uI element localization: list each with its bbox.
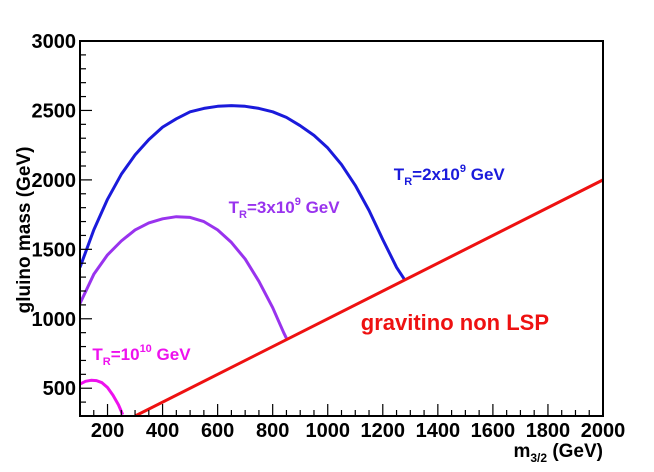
tick-labels: 200 400 600 800 1000 1200 1400 1600 1800 2000 500 1… [32, 31, 626, 442]
annotation-base: T [229, 198, 240, 217]
series-layer [80, 104, 603, 416]
x-tick-label: 2000 [581, 420, 626, 442]
annotation-sup: 9 [295, 196, 301, 208]
series-line-tr3e9 [80, 215, 288, 339]
annotation-tr2e9: TR=2x109 GeV [394, 163, 506, 188]
annotation-sup: 9 [460, 163, 466, 175]
annotation-base: T [394, 165, 405, 184]
x-tick-label: 400 [146, 420, 179, 442]
y-tick-label: 500 [43, 378, 76, 400]
annotation-sup: 10 [140, 343, 152, 355]
y-tick-label: 2500 [32, 100, 77, 122]
annotation-tr1e10: TR=1010 GeV [92, 343, 191, 368]
x-tick-label: 1600 [471, 420, 516, 442]
x-tick-label: 1800 [526, 420, 571, 442]
x-tick-label: 200 [91, 420, 124, 442]
y-tick-label: 1500 [32, 239, 77, 261]
x-axis-title-sub: 3/2 [530, 451, 547, 465]
annotation-sub: R [103, 356, 111, 368]
x-tick-label: 1000 [305, 420, 350, 442]
annotation-sub: R [404, 176, 412, 188]
annotation-base: T [92, 345, 103, 364]
annotation-tail: GeV [152, 345, 191, 364]
y-axis-title: gluino mass (GeV) [14, 147, 35, 314]
ticks-layer [79, 40, 604, 417]
y-tick-label: 2000 [32, 170, 77, 192]
y-tick-label: 1000 [32, 309, 77, 331]
x-tick-label: 1200 [361, 420, 406, 442]
annotation-tail: GeV [301, 198, 340, 217]
series-line-non-lsp [134, 178, 603, 416]
x-tick-label: 1400 [416, 420, 461, 442]
x-axis-title-tail: (GeV) [547, 441, 603, 462]
annotation-mid: =10 [111, 345, 140, 364]
x-tick-label: 600 [201, 420, 234, 442]
x-axis-title: m3/2 (GeV) [513, 441, 603, 465]
annotation-mid: =3x10 [247, 198, 295, 217]
y-tick-label: 3000 [32, 31, 77, 53]
annotation-tr3e9: TR=3x109 GeV [229, 196, 341, 221]
annotation-mid: =2x10 [412, 165, 460, 184]
series-line-tr1e10 [80, 378, 125, 416]
annotation-sub: R [239, 209, 247, 221]
x-axis-title-base: m [513, 441, 530, 462]
annotation-non-lsp: gravitino non LSP [361, 310, 549, 335]
series-line-tr2e9 [80, 104, 407, 281]
x-tick-label: 800 [256, 420, 289, 442]
annotation-tail: GeV [466, 165, 505, 184]
